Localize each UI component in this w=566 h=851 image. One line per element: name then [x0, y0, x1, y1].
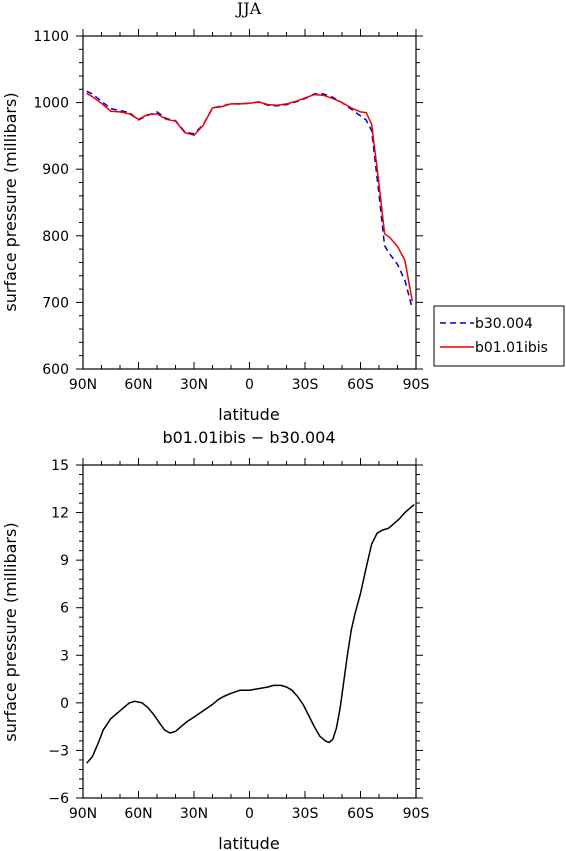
- y-tick-label: 15: [51, 458, 69, 474]
- plot-frame: [82, 35, 417, 370]
- x-tick-label: 90S: [403, 806, 430, 822]
- y-tick-label: 700: [42, 295, 69, 311]
- chart-title: b01.01ibis − b30.004: [162, 428, 335, 447]
- y-tick-label: −6: [48, 791, 69, 807]
- y-tick-label: 6: [60, 601, 69, 617]
- x-tick-label: 30S: [292, 806, 319, 822]
- bottom-panel: b01.01ibis − b30.004 90N 60N 30N 0 30S 60S 90S…: [1, 428, 429, 851]
- y-tick-label: −3: [48, 743, 69, 759]
- y-ticks: 600 700 800 900 1000 1100: [33, 29, 423, 378]
- y-tick-label: 1100: [33, 29, 69, 45]
- series-group: [86, 504, 415, 764]
- x-tick-label: 60S: [347, 806, 374, 822]
- series-line-b30-004: [86, 90, 414, 309]
- chart-title: JJA: [235, 0, 262, 18]
- y-tick-label: 12: [51, 506, 69, 522]
- x-ticks: 90N 60N 30N 0 30S 60S 90S: [69, 458, 430, 822]
- x-tick-label: 90N: [69, 806, 97, 822]
- x-tick-label: 30N: [180, 377, 208, 393]
- y-tick-label: 600: [42, 362, 69, 378]
- series-line-b01-01ibis: [86, 92, 414, 302]
- y-tick-label: 0: [60, 696, 69, 712]
- x-tick-label: 90N: [69, 377, 97, 393]
- top-panel: JJA 90N 60N 30N 0 30S 60S 90S 600 700 800 900 1000…: [1, 0, 429, 424]
- series-group: [86, 90, 414, 309]
- x-tick-label: 60N: [124, 377, 152, 393]
- y-tick-label: 900: [42, 162, 69, 178]
- x-axis-label: latitude: [218, 834, 279, 851]
- legend-box: [433, 305, 565, 367]
- y-axis-label: surface pressure (millibars): [1, 522, 20, 741]
- x-tick-label: 0: [245, 377, 254, 393]
- y-tick-label: 800: [42, 229, 69, 245]
- x-axis-label: latitude: [218, 405, 279, 424]
- y-tick-label: 1000: [33, 96, 69, 112]
- x-tick-label: 30N: [180, 806, 208, 822]
- x-ticks: 90N 60N 30N 0 30S 60S 90S: [69, 29, 430, 393]
- legend: b30.004 b01.01ibis: [433, 305, 565, 367]
- x-tick-label: 30S: [292, 377, 319, 393]
- y-tick-label: 9: [60, 553, 69, 569]
- series-line-series-0: [86, 504, 415, 764]
- x-tick-label: 0: [245, 806, 254, 822]
- y-tick-label: 3: [60, 648, 69, 664]
- y-axis-label: surface pressure (millibars): [1, 92, 20, 311]
- x-tick-label: 60N: [124, 806, 152, 822]
- plot-frame: [82, 464, 417, 799]
- y-ticks: −6 −3 0 3 6 9 12 15: [48, 458, 423, 807]
- x-tick-label: 60S: [347, 377, 374, 393]
- x-tick-label: 90S: [403, 377, 430, 393]
- legend-label-b01-01ibis: b01.01ibis: [475, 340, 548, 356]
- legend-label-b30-004: b30.004: [475, 316, 533, 332]
